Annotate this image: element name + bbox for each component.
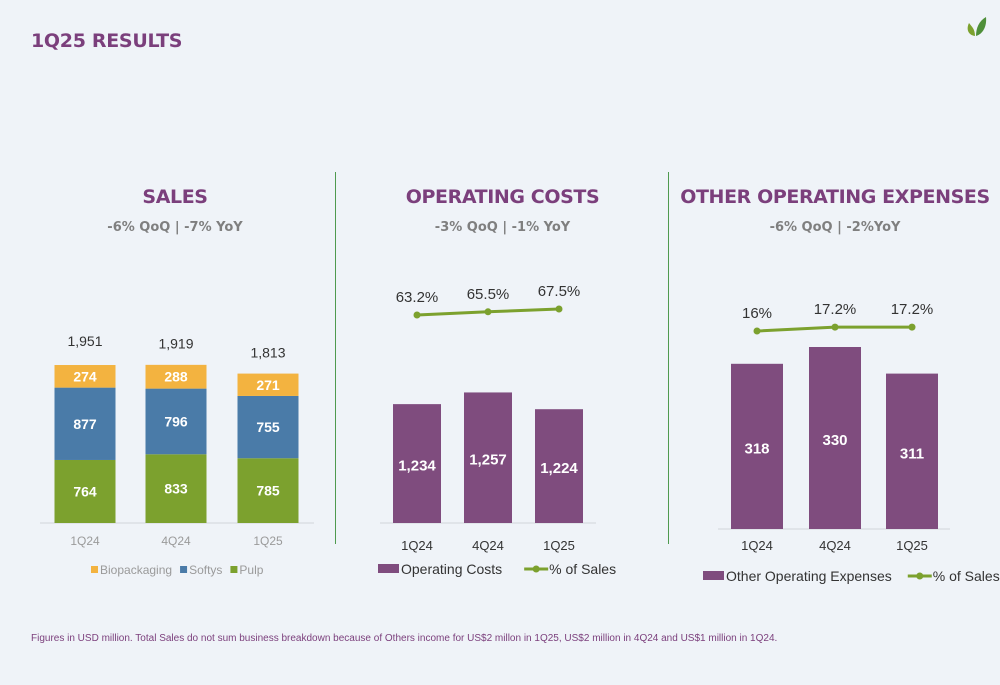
sales-bar-softys-1q24 <box>54 387 116 460</box>
sales-bar-pulp-4q24 <box>145 454 207 523</box>
otherexp-bar-value-4q24: 330 <box>822 432 847 449</box>
opcost-legend-label-line: % of Sales <box>549 561 616 577</box>
opcost-bar-1q25 <box>535 409 583 523</box>
sales-bar-softys-1q25 <box>237 395 299 459</box>
footnote: Figures in USD million. Total Sales do n… <box>31 633 778 644</box>
sales-legend-swatch-biopackaging <box>91 566 98 573</box>
sales-xtick-1q25: 1Q25 <box>253 534 283 548</box>
otherexp-pct-label-1q25: 17.2% <box>891 301 934 318</box>
opcost-legend-swatch-bars <box>378 564 399 573</box>
otherexp-bar-value-1q24: 318 <box>744 440 769 457</box>
operating-costs-subtitle: -3% QoQ | -1% YoY <box>434 220 571 235</box>
otherexp-xtick-1q24: 1Q24 <box>741 538 773 553</box>
sales-value-pulp-4q24: 833 <box>164 481 188 497</box>
otherexp-pct-marker-1q25 <box>908 323 916 331</box>
opcost-bar-value-4q24: 1,257 <box>469 452 507 469</box>
sales-bar-softys-4q24 <box>145 388 207 455</box>
other-opex-subtitle: -6% QoQ | -2%YoY <box>769 220 901 235</box>
opcost-pct-marker-1q24 <box>413 311 421 319</box>
sales-bar-biopackaging-1q25 <box>237 373 299 396</box>
opcost-legend-swatch-marker <box>532 565 540 573</box>
divider-right <box>668 172 669 544</box>
sales-total-label-1q24: 1,951 <box>67 333 102 349</box>
opcost-pct-marker-1q25 <box>555 305 563 313</box>
opcost-legend-label-bars: Operating Costs <box>401 561 502 577</box>
divider-left <box>335 172 336 544</box>
otherexp-pct-marker-1q24 <box>753 327 761 335</box>
sales-legend-swatch-softys <box>180 566 188 573</box>
otherexp-bar-1q25 <box>886 373 938 529</box>
otherexp-legend-label-bars: Other Operating Expenses <box>726 568 892 584</box>
opcost-xtick-1q24: 1Q24 <box>401 538 433 553</box>
sales-legend-swatch-pulp <box>230 566 238 573</box>
sales-value-biopackaging-1q24: 274 <box>73 368 97 384</box>
sales-value-softys-1q25: 755 <box>256 419 280 435</box>
sales-panel-title: SALES <box>142 186 208 208</box>
sales-total-label-1q25: 1,813 <box>250 344 285 360</box>
otherexp-legend-swatch-bars <box>703 571 724 580</box>
sales-value-pulp-1q24: 764 <box>73 483 97 499</box>
sales-value-softys-1q24: 877 <box>73 416 97 432</box>
sales-value-softys-4q24: 796 <box>164 413 188 429</box>
otherexp-bar-value-1q25: 311 <box>900 445 924 462</box>
sales-value-biopackaging-1q25: 271 <box>256 377 280 393</box>
sales-value-pulp-1q25: 785 <box>256 483 280 499</box>
otherexp-pct-label-4q24: 17.2% <box>814 301 857 318</box>
sales-total-label-4q24: 1,919 <box>158 336 193 352</box>
sales-bar-pulp-1q25 <box>237 458 299 523</box>
sales-bar-biopackaging-1q24 <box>54 365 116 388</box>
sales-value-biopackaging-4q24: 288 <box>164 369 188 385</box>
leaf-icon <box>967 17 987 36</box>
operating-costs-title: OPERATING COSTS <box>405 186 600 208</box>
sales-xtick-4q24: 4Q24 <box>161 534 191 548</box>
sales-xtick-1q24: 1Q24 <box>70 534 100 548</box>
sales-panel-subtitle: -6% QoQ | -7% YoY <box>107 220 243 235</box>
sales-bar-biopackaging-4q24 <box>145 364 207 389</box>
opcost-bar-1q24 <box>393 404 441 523</box>
opcost-bar-value-1q25: 1,224 <box>540 460 578 477</box>
opcost-xtick-1q25: 1Q25 <box>543 538 575 553</box>
otherexp-xtick-4q24: 4Q24 <box>819 538 851 553</box>
otherexp-bar-4q24 <box>809 347 861 529</box>
sales-legend-label-pulp: Pulp <box>239 563 263 577</box>
otherexp-pct-label-1q24: 16% <box>742 305 772 322</box>
otherexp-legend-label-line: % of Sales <box>933 568 1000 584</box>
opcost-xtick-4q24: 4Q24 <box>472 538 504 553</box>
opcost-pct-marker-4q24 <box>484 308 492 316</box>
otherexp-xtick-1q25: 1Q25 <box>896 538 928 553</box>
sales-legend-label-biopackaging: Biopackaging <box>100 563 172 577</box>
opcost-bar-value-1q24: 1,234 <box>398 458 436 475</box>
opcost-pct-label-1q24: 63.2% <box>396 289 439 306</box>
otherexp-pct-marker-4q24 <box>831 323 839 331</box>
opcost-pct-label-1q25: 67.5% <box>538 283 581 300</box>
otherexp-bar-1q24 <box>731 363 783 529</box>
otherexp-legend-swatch-marker <box>916 572 924 580</box>
sales-legend-label-softys: Softys <box>189 563 222 577</box>
opcost-bar-4q24 <box>464 392 512 523</box>
sales-bar-pulp-1q24 <box>54 459 116 523</box>
opcost-pct-label-4q24: 65.5% <box>467 286 510 303</box>
other-opex-title: OTHER OPERATING EXPENSES <box>680 186 990 208</box>
page-title: 1Q25 RESULTS <box>31 30 183 52</box>
